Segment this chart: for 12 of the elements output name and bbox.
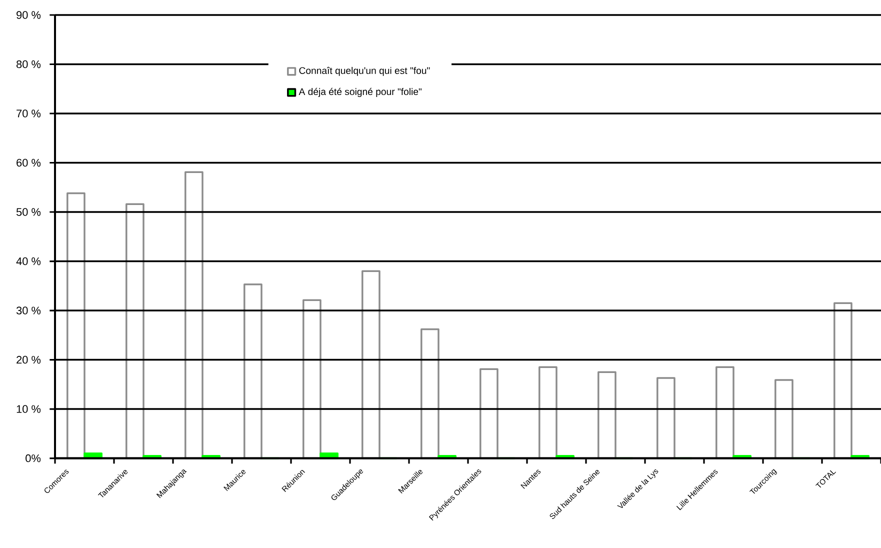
y-tick-label: 30 % <box>16 306 41 314</box>
y-tick-label: 80 % <box>16 60 41 68</box>
y-tick-label: 70 % <box>16 110 41 118</box>
legend-label: A déja été soigné pour "folie" <box>298 88 422 97</box>
y-tick-label: 40 % <box>16 257 41 266</box>
y-tick-label: 10 % <box>16 405 41 413</box>
legend-label: Connaît quelqu'un qui est "fou" <box>299 66 430 76</box>
y-tick-label: 0% <box>26 454 41 462</box>
y-tick-label: 90 % <box>16 11 41 19</box>
y-tick-label: 60 % <box>16 158 41 167</box>
y-tick-label: 20 % <box>16 356 41 364</box>
y-tick-label: 50 % <box>16 208 41 216</box>
